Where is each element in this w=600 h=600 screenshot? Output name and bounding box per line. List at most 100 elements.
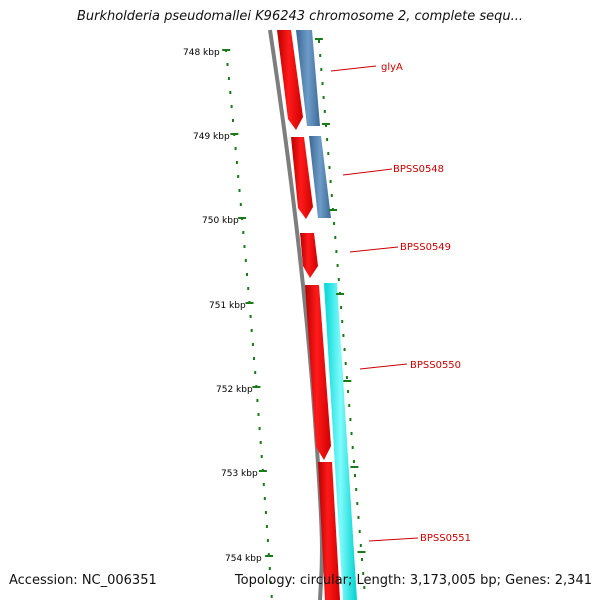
axis-dot-right xyxy=(342,334,345,337)
axis-dot-left xyxy=(263,497,266,500)
axis-dot-right xyxy=(325,124,327,127)
axis-dot-right xyxy=(323,110,326,113)
gene-label-BPSS0551[interactable]: BPSS0551 xyxy=(420,533,471,544)
axis-dot-right xyxy=(363,586,366,589)
axis-dot-right xyxy=(362,572,365,575)
gene-BPSS0548-red[interactable] xyxy=(291,137,313,219)
axis-dot-left xyxy=(235,161,238,164)
axis-dot-right xyxy=(319,54,322,57)
axis-dot-right xyxy=(349,418,352,421)
axis-dot-left xyxy=(234,147,237,150)
axis-dot-right xyxy=(344,362,347,365)
axis-dot-right xyxy=(334,236,337,239)
gene-BPSS0550-cyan[interactable] xyxy=(324,283,357,600)
axis-dot-right xyxy=(351,446,354,449)
axis-dot-right xyxy=(348,404,351,407)
topology-text: Topology: circular; Length: 3,173,005 bp… xyxy=(234,573,592,588)
axis-dot-left xyxy=(246,273,248,276)
axis-dot-left xyxy=(249,315,252,318)
axis-dot-left xyxy=(232,119,234,122)
scale-label-750: 750 kbp xyxy=(202,216,239,226)
axis-dot-right xyxy=(358,530,361,533)
axis-dot-right xyxy=(361,558,363,561)
axis-dot-left xyxy=(251,343,254,346)
gene-glyA-red[interactable] xyxy=(277,30,303,130)
scale-label-754: 754 kbp xyxy=(225,554,262,564)
gene-label-leader-BPSS0548 xyxy=(342,168,393,176)
gene-label-leader-BPSS0550 xyxy=(359,363,408,370)
axis-major-tick-right xyxy=(314,38,323,40)
axis-dot-left xyxy=(244,259,247,262)
axis-dot-right xyxy=(343,348,346,351)
axis-dot-left xyxy=(242,231,245,234)
axis-dot-right xyxy=(333,222,336,225)
axis-dot-right xyxy=(321,82,324,85)
gene-BPSS0549-red[interactable] xyxy=(300,233,318,278)
axis-dot-right xyxy=(318,40,320,43)
axis-dot-right xyxy=(326,138,329,141)
scale-axis xyxy=(225,40,366,598)
axis-dot-left xyxy=(257,413,260,416)
axis-major-tick-right xyxy=(336,293,345,295)
gene-glyA-blue[interactable] xyxy=(296,30,320,126)
axis-dot-left xyxy=(237,175,240,178)
gene-BPSS0550-red[interactable] xyxy=(305,285,331,460)
axis-dot-right xyxy=(320,68,323,71)
axis-major-tick-left xyxy=(265,555,274,557)
axis-major-tick-left xyxy=(252,386,261,388)
gene-label-leader-BPSS0549 xyxy=(349,246,399,253)
axis-dot-right xyxy=(329,180,332,183)
scale-label-749: 749 kbp xyxy=(193,132,230,142)
gene-BPSS0551-red[interactable] xyxy=(318,462,340,600)
gene-label-leader-glyA xyxy=(330,65,377,72)
axis-major-tick-right xyxy=(350,466,359,468)
axis-dot-right xyxy=(335,250,338,253)
axis-dot-left xyxy=(256,399,259,402)
gene-BPSS0548-blue[interactable] xyxy=(309,136,331,218)
gene-label-BPSS0550[interactable]: BPSS0550 xyxy=(410,360,461,371)
axis-major-tick-left xyxy=(238,217,247,219)
axis-dot-right xyxy=(357,516,360,519)
axis-major-tick-left xyxy=(230,133,239,135)
accession-text: Accession: NC_006351 xyxy=(9,573,157,588)
axis-major-tick-left xyxy=(222,49,231,51)
axis-dot-left xyxy=(254,371,257,374)
axis-dot-right xyxy=(354,474,356,477)
gene-label-BPSS0548[interactable]: BPSS0548 xyxy=(393,164,444,175)
axis-dot-right xyxy=(352,460,355,463)
axis-major-tick-right xyxy=(357,551,366,553)
scale-label-748: 748 kbp xyxy=(183,48,220,58)
axis-dot-left xyxy=(253,357,255,360)
scale-label-751: 751 kbp xyxy=(209,301,246,311)
axis-dot-left xyxy=(227,77,230,80)
axis-dot-left xyxy=(262,483,265,486)
axis-dot-left xyxy=(267,553,270,556)
axis-major-tick-right xyxy=(322,123,330,125)
axis-dot-left xyxy=(230,105,233,108)
axis-dot-left xyxy=(229,91,232,94)
axis-dot-left xyxy=(264,511,267,514)
axis-dot-left xyxy=(239,203,242,206)
scale-ticks xyxy=(222,38,366,557)
axis-dot-left xyxy=(270,595,273,598)
axis-dot-left xyxy=(250,329,253,332)
axis-dot-right xyxy=(347,390,350,393)
map-title: Burkholderia pseudomallei K96243 chromos… xyxy=(76,9,524,24)
axis-dot-right xyxy=(330,194,333,197)
axis-dot-left xyxy=(269,581,272,584)
axis-dot-left xyxy=(265,525,268,528)
axis-major-tick-left xyxy=(245,302,254,304)
axis-dot-left xyxy=(260,455,263,458)
scale-label-753: 753 kbp xyxy=(221,469,258,479)
axis-dot-right xyxy=(345,376,348,379)
axis-dot-left xyxy=(243,245,246,248)
axis-dot-left xyxy=(247,287,250,290)
axis-major-tick-right xyxy=(329,209,338,211)
axis-dot-right xyxy=(359,544,362,547)
axis-major-tick-left xyxy=(258,470,267,472)
axis-dot-left xyxy=(226,63,229,66)
gene-label-glyA[interactable]: glyA xyxy=(381,62,403,73)
gene-label-BPSS0549[interactable]: BPSS0549 xyxy=(400,242,451,253)
